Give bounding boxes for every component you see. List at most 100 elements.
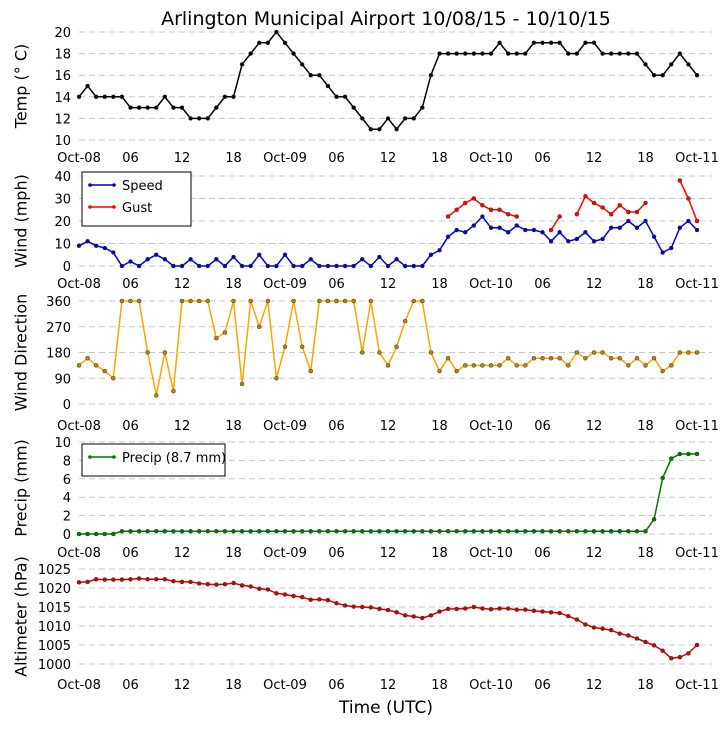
data-point: [325, 528, 331, 534]
x-tick-label: 18: [225, 678, 242, 693]
x-tick-label: 12: [174, 546, 191, 561]
data-point: [523, 607, 528, 612]
data-point: [471, 196, 477, 201]
data-point: [128, 528, 133, 534]
data-point: [634, 225, 640, 230]
data-point: [480, 606, 485, 611]
y-tick-label: 18: [54, 48, 71, 63]
x-tick-label: Oct-08: [57, 678, 101, 693]
data-point: [299, 263, 305, 269]
data-point: [368, 605, 374, 610]
data-point: [505, 51, 511, 56]
data-point: [445, 234, 451, 239]
y-tick-label: 10: [54, 238, 71, 253]
data-point: [643, 62, 648, 67]
data-point: [248, 528, 253, 534]
y-tick-label: 180: [46, 347, 71, 362]
data-point: [394, 610, 399, 615]
y-tick-label: 40: [54, 170, 71, 185]
data-point: [154, 105, 159, 110]
data-point: [548, 610, 554, 615]
data-point: [617, 51, 622, 56]
data-point: [514, 214, 519, 219]
x-tick-label: 06: [534, 546, 551, 561]
data-point: [265, 528, 271, 534]
data-point: [505, 212, 511, 217]
x-tick-label: 18: [225, 151, 242, 166]
data-point: [488, 607, 494, 612]
data-point: [523, 528, 528, 534]
data-point: [608, 627, 614, 633]
data-point: [660, 250, 665, 255]
data-point: [93, 531, 99, 537]
data-point: [308, 528, 313, 534]
series-gust: [445, 178, 700, 233]
x-tick-label: 06: [122, 277, 139, 292]
data-point: [420, 105, 425, 110]
data-point: [480, 203, 485, 208]
data-point: [411, 614, 416, 619]
data-point: [686, 218, 691, 224]
data-point: [136, 528, 142, 534]
data-point: [694, 642, 700, 648]
y-tick-label: 20: [54, 215, 71, 230]
x-tick-label: 12: [380, 151, 397, 166]
data-point: [428, 528, 434, 534]
data-point: [669, 245, 674, 251]
y-tick-label: 12: [54, 112, 71, 127]
data-point: [402, 318, 408, 324]
x-tick-label: 18: [637, 546, 654, 561]
data-point: [600, 626, 605, 631]
y-tick-label: 6: [63, 473, 71, 488]
x-tick-label: 06: [122, 678, 139, 693]
x-tick-label: Oct-09: [263, 546, 307, 561]
y-tick-label: 1020: [38, 582, 71, 597]
data-point: [222, 94, 228, 100]
x-tick-label: 18: [431, 419, 448, 434]
data-point: [257, 324, 262, 329]
data-point: [497, 606, 502, 611]
data-point: [617, 528, 622, 534]
data-point: [505, 355, 511, 361]
data-point: [548, 40, 554, 46]
data-point: [119, 263, 125, 269]
data-point: [291, 528, 296, 534]
data-point: [231, 580, 236, 586]
data-point: [102, 94, 107, 100]
data-point: [591, 625, 597, 630]
x-tick-label: 12: [380, 678, 397, 693]
data-point: [591, 40, 597, 46]
data-point: [205, 528, 210, 534]
data-point: [111, 531, 116, 537]
data-point: [334, 528, 339, 534]
data-point: [325, 263, 331, 269]
x-tick-label: 06: [534, 277, 551, 292]
data-point: [523, 363, 528, 368]
data-point: [669, 456, 674, 461]
x-tick-label: Oct-08: [57, 419, 101, 434]
y-tick-label: 10: [54, 134, 71, 149]
y-tick-label: 8: [63, 454, 71, 469]
data-point: [162, 94, 168, 100]
data-point: [686, 451, 691, 457]
data-point: [471, 528, 477, 534]
data-point: [660, 368, 665, 374]
data-point: [317, 72, 322, 78]
data-point: [171, 105, 176, 110]
data-point: [342, 298, 348, 304]
data-point: [171, 263, 176, 269]
data-point: [128, 259, 133, 264]
data-point: [128, 105, 133, 110]
data-point: [445, 528, 451, 534]
data-point: [420, 528, 425, 534]
data-point: [531, 608, 537, 614]
data-point: [171, 578, 176, 584]
data-point: [385, 263, 391, 269]
data-point: [480, 51, 485, 56]
x-tick-label: 18: [225, 546, 242, 561]
data-point: [394, 344, 399, 350]
data-point: [548, 239, 554, 244]
data-point: [85, 239, 90, 244]
x-tick-label: Oct-11: [675, 546, 719, 561]
data-point: [325, 298, 331, 304]
